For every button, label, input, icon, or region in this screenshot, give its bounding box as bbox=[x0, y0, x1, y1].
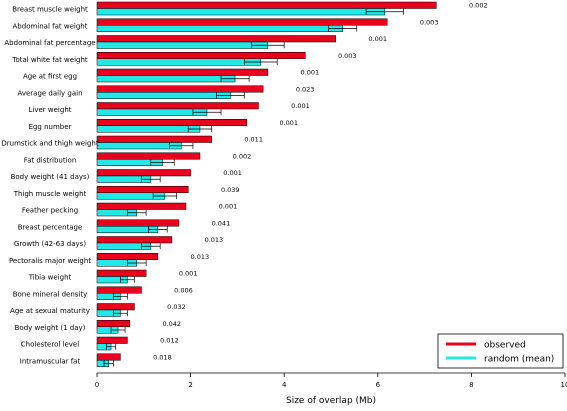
trait-label: Pectoralis major weight bbox=[9, 257, 91, 265]
pvalue-labels-group: 0.002 0.003 0.001 0.003 0.001 0.023 0.001 0.001… bbox=[153, 2, 488, 362]
observed-bar bbox=[96, 102, 259, 110]
pvalue-label: 0.006 bbox=[174, 286, 193, 294]
pvalue-label: 0.001 bbox=[279, 119, 298, 127]
pvalue-label: 0.013 bbox=[205, 236, 224, 244]
pvalue-label: 0.001 bbox=[291, 102, 310, 110]
observed-bar bbox=[96, 253, 159, 260]
trait-label: Thigh muscle weight bbox=[13, 190, 87, 198]
legend-label: observed bbox=[484, 341, 526, 351]
trait-label: Cholesterol level bbox=[21, 341, 79, 349]
random-bar bbox=[96, 58, 262, 66]
pvalue-label: 0.011 bbox=[244, 136, 263, 144]
observed-bar bbox=[96, 353, 121, 361]
trait-label: Abdominal fat weight bbox=[13, 22, 88, 30]
observed-bar bbox=[96, 1, 437, 9]
x-tick-label: 4 bbox=[282, 381, 287, 389]
pvalue-label: 0.018 bbox=[153, 353, 172, 361]
bars-group bbox=[96, 1, 437, 367]
observed-bar bbox=[96, 135, 212, 143]
trait-label: Feather pecking bbox=[22, 207, 78, 215]
trait-label: Liver weight bbox=[29, 106, 72, 114]
trait-label: Breast muscle weight bbox=[12, 6, 88, 14]
pvalue-label: 0.042 bbox=[162, 320, 181, 328]
trait-label: Intramuscular fat bbox=[20, 357, 81, 365]
pvalue-label: 0.032 bbox=[167, 303, 186, 311]
trait-label: Body weight (41 days) bbox=[11, 173, 90, 181]
trait-label: Total white fat weight bbox=[11, 56, 88, 64]
observed-bar bbox=[96, 68, 269, 76]
trait-label: Body weight (1 day) bbox=[15, 324, 86, 332]
legend-box bbox=[437, 333, 564, 369]
pvalue-label: 0.003 bbox=[338, 52, 357, 60]
pvalue-label: 0.002 bbox=[233, 152, 252, 160]
x-axis-title: Size of overlap (Mb) bbox=[286, 396, 376, 406]
observed-bar bbox=[96, 85, 264, 93]
observed-bar bbox=[96, 202, 187, 210]
pvalue-label: 0.012 bbox=[160, 337, 179, 345]
pvalue-label: 0.003 bbox=[420, 18, 439, 26]
x-tick-label: 6 bbox=[376, 381, 381, 389]
observed-bar bbox=[96, 236, 173, 244]
trait-labels-group: Breast muscle weight Abdominal fat weight… bbox=[1, 6, 98, 366]
random-bar bbox=[96, 75, 236, 83]
pvalue-label: 0.041 bbox=[212, 219, 231, 227]
trait-label: Age at sexual maturity bbox=[10, 307, 90, 315]
legend-label: random (mean) bbox=[484, 355, 554, 365]
trait-label: Breast percentage bbox=[18, 223, 83, 231]
random-bar bbox=[96, 142, 182, 150]
trait-label: Age at first egg bbox=[23, 73, 77, 81]
trait-label: Growth (42-63 days) bbox=[14, 240, 86, 248]
x-tick-label: 8 bbox=[469, 381, 473, 389]
observed-bar bbox=[96, 303, 135, 311]
pvalue-label: 0.001 bbox=[301, 69, 320, 77]
trait-label: Bone mineral density bbox=[13, 290, 88, 298]
pvalue-label: 0.039 bbox=[221, 186, 240, 194]
observed-bar bbox=[96, 336, 128, 344]
observed-bar bbox=[96, 269, 147, 277]
random-bar bbox=[96, 25, 343, 32]
random-bar bbox=[96, 41, 269, 49]
observed-bar bbox=[96, 320, 131, 327]
pvalue-label: 0.002 bbox=[469, 2, 488, 10]
pvalue-label: 0.001 bbox=[179, 270, 198, 278]
pvalue-label: 0.023 bbox=[296, 85, 315, 93]
x-tick-label: 2 bbox=[188, 381, 192, 389]
random-bar bbox=[96, 108, 208, 116]
observed-bar bbox=[96, 186, 189, 193]
observed-bar bbox=[96, 219, 180, 227]
observed-bar bbox=[96, 52, 306, 59]
random-bar bbox=[96, 125, 201, 133]
observed-bar bbox=[96, 169, 191, 177]
observed-bar bbox=[96, 286, 142, 294]
pvalue-label: 0.013 bbox=[191, 253, 210, 261]
pvalue-label: 0.001 bbox=[223, 169, 242, 177]
x-tick-label: 0 bbox=[95, 381, 99, 389]
trait-label: Egg number bbox=[29, 123, 72, 131]
pvalue-label: 0.001 bbox=[219, 203, 238, 211]
trait-label: Drumstick and thigh weight bbox=[1, 140, 98, 148]
random-bar bbox=[96, 8, 386, 16]
x-tick-label: 10 bbox=[561, 381, 567, 389]
trait-label: Abdominal fat percentage bbox=[4, 39, 95, 47]
observed-bar bbox=[96, 18, 388, 26]
trait-label: Tibia weight bbox=[28, 274, 72, 282]
trait-label: Fat distribution bbox=[24, 156, 77, 164]
trait-label: Average daily gain bbox=[17, 89, 82, 97]
pvalue-label: 0.001 bbox=[368, 35, 387, 43]
legend: observed random (mean) bbox=[437, 333, 564, 369]
observed-bar bbox=[96, 119, 248, 126]
x-axis: 0 2 4 6 8 10 bbox=[95, 372, 567, 389]
observed-bar bbox=[96, 152, 201, 160]
random-bar bbox=[96, 92, 231, 99]
observed-bar bbox=[96, 35, 336, 43]
